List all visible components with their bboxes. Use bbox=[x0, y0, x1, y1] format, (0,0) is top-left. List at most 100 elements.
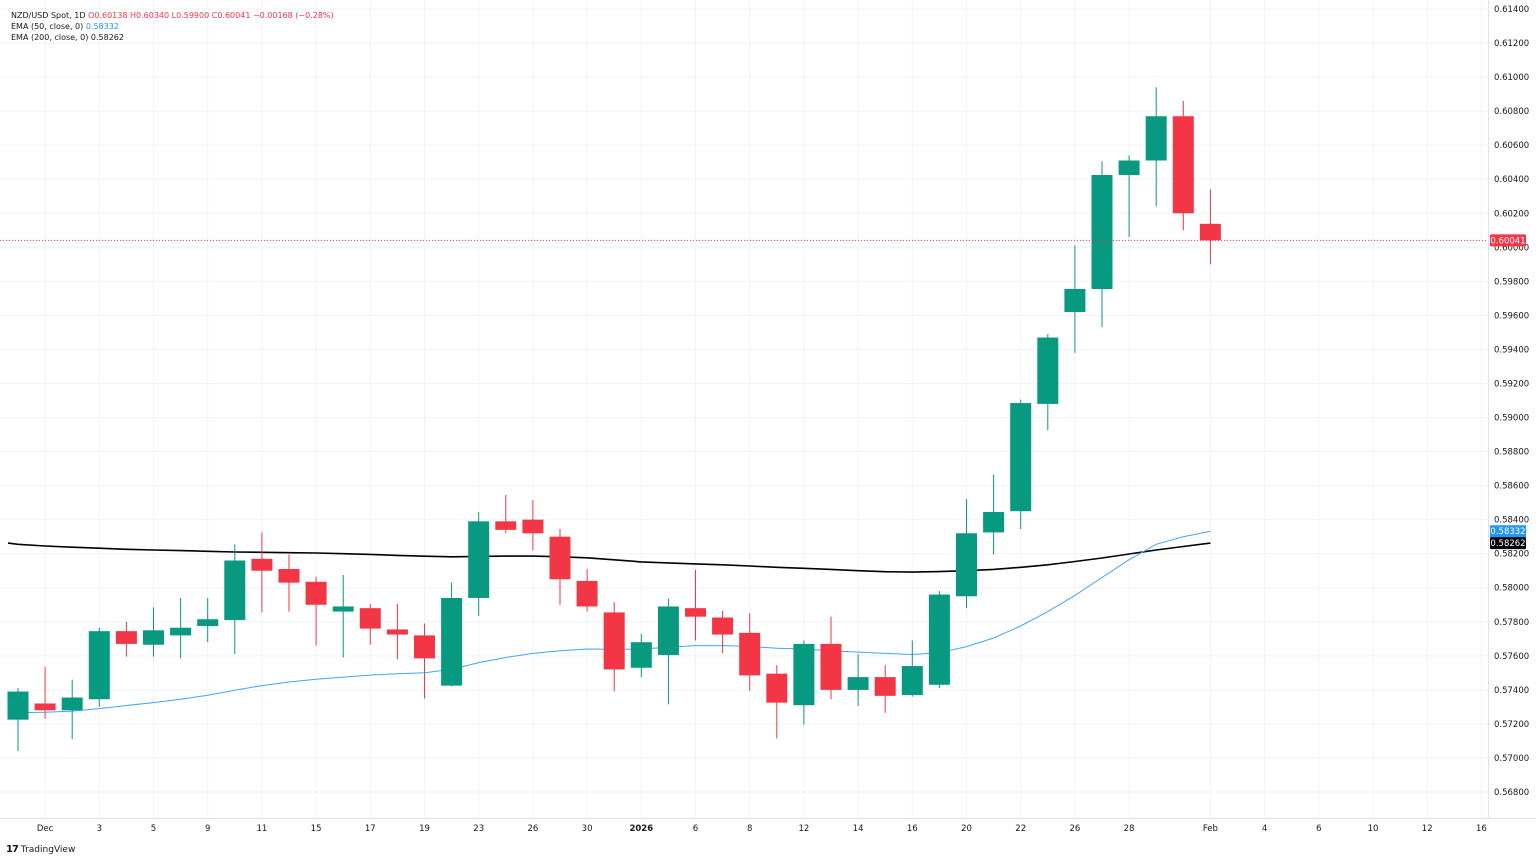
time-tick-label: 6 bbox=[693, 824, 698, 834]
tradingview-logo[interactable]: 17 TradingView bbox=[6, 844, 75, 855]
candle-body bbox=[956, 533, 977, 597]
candle-body bbox=[820, 643, 842, 690]
time-tick-label: 28 bbox=[1124, 824, 1135, 834]
candle-body bbox=[359, 608, 381, 629]
candle-body bbox=[61, 697, 83, 711]
legend-ema200-row[interactable]: EMA (200, close, 0) 0.58262 bbox=[11, 32, 334, 43]
chart-legend: NZD/USD Spot, 1D O0.60138 H0.60340 L0.59… bbox=[11, 10, 334, 43]
ema50-badge: 0.58332 bbox=[1490, 525, 1526, 538]
last-price-badge-text: 0.60041 bbox=[1490, 236, 1525, 246]
candle-up bbox=[1145, 87, 1167, 207]
candle-down bbox=[1172, 100, 1194, 231]
ema200-badge-bg bbox=[1490, 537, 1526, 550]
candle-body bbox=[468, 521, 490, 598]
candle-down bbox=[495, 494, 517, 534]
candle-body bbox=[603, 612, 625, 670]
price-tick-label: 0.57200 bbox=[1494, 720, 1529, 730]
time-tick-label: 12 bbox=[1422, 824, 1433, 834]
price-tick-label: 0.56800 bbox=[1494, 788, 1529, 798]
time-tick-label: 2026 bbox=[629, 824, 653, 834]
price-axis[interactable]: 0.61400 0.61200 0.61000 0.60800 0.60600 0.604… bbox=[1494, 5, 1529, 798]
time-tick-label: 30 bbox=[582, 824, 593, 834]
candle-body bbox=[522, 519, 544, 534]
candle-body bbox=[386, 629, 408, 635]
candle-up bbox=[1037, 334, 1059, 431]
price-tick-label: 0.59000 bbox=[1494, 414, 1529, 424]
legend-timeframe: 1D bbox=[74, 11, 86, 20]
axis-lines bbox=[0, 0, 1536, 819]
candle-body bbox=[251, 558, 273, 571]
time-tick-label: 14 bbox=[853, 824, 864, 834]
candle-up bbox=[1091, 161, 1113, 328]
candle-body bbox=[630, 642, 652, 668]
candle-up bbox=[1064, 245, 1086, 353]
price-tick-label: 0.60000 bbox=[1494, 243, 1529, 253]
price-tick-label: 0.61400 bbox=[1494, 5, 1529, 15]
candle-body bbox=[766, 673, 788, 703]
last-price-badge-bg bbox=[1490, 234, 1526, 247]
candle-down bbox=[820, 616, 842, 700]
candle-down bbox=[576, 569, 598, 612]
candle-down bbox=[739, 613, 761, 691]
candle-body bbox=[441, 597, 463, 686]
time-axis[interactable]: Dec 3 5 9 11 15 17 19 23 26 30 2026 6 8 12 14 16 20 22 26 28… bbox=[37, 824, 1487, 834]
candle-body bbox=[88, 631, 110, 700]
legend-ema50-row[interactable]: EMA (50, close, 0) 0.58332 bbox=[11, 21, 334, 32]
price-tick-label: 0.58000 bbox=[1494, 584, 1529, 594]
candle-up bbox=[630, 633, 652, 678]
time-tick-label: 12 bbox=[798, 824, 809, 834]
price-tick-label: 0.60200 bbox=[1494, 209, 1529, 219]
candle-body bbox=[115, 631, 137, 644]
legend-change: −0.00168 (−0.28%) bbox=[252, 11, 334, 20]
candle-up bbox=[793, 640, 815, 725]
time-tick-label: 26 bbox=[1069, 824, 1080, 834]
time-tick-label: Feb bbox=[1203, 824, 1218, 834]
candle-body bbox=[495, 521, 517, 530]
candle-body bbox=[739, 632, 761, 676]
time-tick-label: 15 bbox=[311, 824, 322, 834]
candle-body bbox=[983, 511, 1005, 533]
candle-body bbox=[332, 606, 354, 612]
time-tick-label: 8 bbox=[747, 824, 752, 834]
price-tick-label: 0.60400 bbox=[1494, 175, 1529, 185]
candle-body bbox=[847, 677, 869, 690]
time-tick-label: 20 bbox=[961, 824, 972, 834]
ema-200-line bbox=[7, 542, 1211, 573]
price-tick-label: 0.58400 bbox=[1494, 516, 1529, 526]
legend-ema50-value: 0.58332 bbox=[85, 22, 119, 31]
candle-up bbox=[197, 597, 219, 643]
candle-up bbox=[928, 591, 950, 689]
time-tick-label: 5 bbox=[151, 824, 156, 834]
tradingview-logo-icon: 17 bbox=[6, 844, 19, 855]
price-tick-label: 0.59800 bbox=[1494, 277, 1529, 287]
candle-body bbox=[1091, 174, 1113, 290]
legend-ema200-label: EMA (200, close, 0) bbox=[11, 33, 89, 42]
ema50-badge-text: 0.58332 bbox=[1490, 527, 1525, 537]
candle-down bbox=[549, 529, 571, 605]
legend-ema200-value: 0.58262 bbox=[90, 33, 124, 42]
candle-down bbox=[874, 665, 896, 713]
candle-body bbox=[1172, 116, 1194, 214]
candle-up bbox=[901, 640, 923, 697]
candle-body bbox=[278, 569, 300, 583]
candle-down bbox=[34, 666, 56, 719]
candle-body bbox=[928, 594, 950, 685]
candle-body bbox=[143, 630, 164, 645]
price-tick-label: 0.57400 bbox=[1494, 686, 1529, 696]
candle-body bbox=[1037, 337, 1059, 404]
candle-up bbox=[956, 499, 977, 609]
price-tick-label: 0.58600 bbox=[1494, 482, 1529, 492]
candle-up bbox=[1010, 399, 1032, 530]
time-tick-label: 10 bbox=[1368, 824, 1379, 834]
legend-ema50-label: EMA (50, close, 0) bbox=[11, 22, 84, 31]
candle-body bbox=[170, 627, 192, 636]
candle-body bbox=[34, 703, 56, 711]
time-tick-label: 19 bbox=[419, 824, 430, 834]
legend-high: H0.60340 bbox=[129, 11, 170, 20]
candle-down bbox=[1199, 189, 1221, 265]
price-tick-label: 0.59400 bbox=[1494, 345, 1529, 355]
legend-symbol[interactable]: NZD/USD Spot bbox=[11, 11, 70, 20]
candle-down bbox=[359, 603, 381, 645]
candle-up bbox=[170, 597, 192, 659]
